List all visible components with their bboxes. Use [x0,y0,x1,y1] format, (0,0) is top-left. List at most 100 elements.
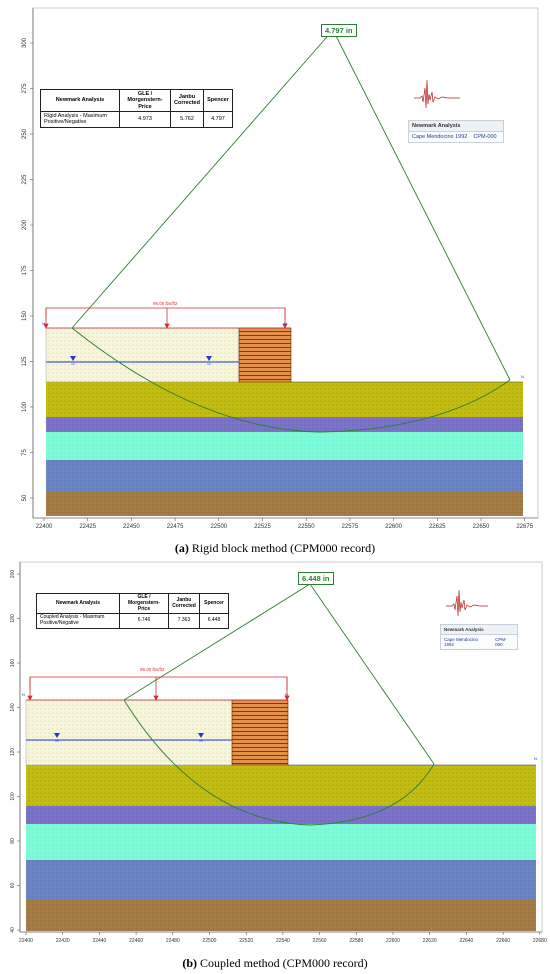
table-cell: 6.448 [199,613,229,629]
layer-blue-a [46,460,523,491]
y-tick-label: 250 [22,128,28,139]
x-tick-label: 22400 [19,938,33,944]
table-row-label: Rigid Analysis - Maximum Positive/Negati… [40,110,120,128]
x-tick-label: 22540 [276,938,290,944]
newmark-legend-a[interactable]: Newmark Analysis Cape Mendocino 1992 CPM… [408,120,504,143]
x-tick-label: 22600 [386,938,400,944]
x-tick-label: 22625 [429,524,446,530]
x-tick-label: 22500 [203,938,217,944]
x-tick-label: 22550 [298,524,315,530]
displacement-label-a[interactable]: 4.797 in [321,24,357,37]
x-tick-label: 22640 [459,938,473,944]
fill-zone-a [45,327,240,383]
layer-brown-a [46,491,523,516]
layer-blue-b [26,860,536,900]
y-tick-label: 200 [10,570,16,579]
panel-rigid-block: 50 75 100 125 150 175 200 225 250 275 300 22400 224… [22,7,539,530]
x-tick-label: 22525 [254,524,271,530]
x-axis-ticks-a: 22400 22425 22450 22475 22500 22525 22550 22575… [36,518,534,530]
y-tick-label: 60 [10,883,16,889]
x-tick-label: 22675 [516,524,533,530]
newmark-legend-title: Newmark Analysis [408,120,504,131]
layer-purple-a [46,417,523,432]
orange-block-a [238,327,292,383]
newmark-results-table-b: Newmark Analysis GLE / Morgenstern-Price… [36,592,229,629]
table-header: Spencer [199,592,229,615]
table-cell: 4.973 [119,110,171,128]
layer-olive-b [26,765,536,806]
table-cell: 6.746 [119,613,169,629]
x-tick-label: 22660 [496,938,510,944]
slip-surface-a [71,29,511,433]
svg-text:N: N [42,321,45,326]
table-header: Janbu Corrected [170,89,204,112]
y-tick-label: 150 [22,310,28,321]
x-tick-label: 22680 [533,938,547,944]
layer-cyan-a [46,432,523,460]
table-cell: 7.363 [168,613,200,629]
water-table-marker-b [54,733,204,742]
y-tick-label: 125 [22,356,28,367]
svg-text:N: N [521,374,524,379]
newmark-results-table-a: Newmark Analysis GLE / Morgenstern-Price… [40,89,233,128]
displacement-label-b[interactable]: 6.448 in [298,572,334,585]
water-table-marker-a [70,356,212,365]
y-tick-label: 75 [22,449,28,456]
fill-zone-b [25,699,233,766]
table-cell: 4.797 [202,110,233,128]
newmark-legend-b[interactable]: Newmark Analysis Cape Mendocino 1992 CPM… [440,624,518,650]
caption-text: Coupled method (CPM000 record) [200,956,368,970]
table-header: Newmark Analysis [40,89,120,112]
caption-b: (b) Coupled method (CPM000 record) [0,956,550,971]
y-tick-label: 80 [10,838,16,844]
table-header: GLE / Morgenstern-Price [119,592,169,615]
caption-a: (a) Rigid block method (CPM000 record) [0,541,550,556]
x-tick-label: 22650 [473,524,490,530]
table-header: Newmark Analysis [36,592,120,615]
layer-brown-b [26,900,536,931]
newmark-legend-title: Newmark Analysis [440,624,518,634]
caption-prefix: (a) [174,541,189,555]
x-tick-label: 22580 [349,938,363,944]
x-tick-label: 22520 [239,938,253,944]
x-tick-label: 22475 [167,524,184,530]
y-tick-label: 120 [10,748,16,757]
y-tick-label: 200 [22,219,28,230]
svg-text:N: N [22,692,25,697]
x-tick-label: 22420 [56,938,70,944]
x-tick-label: 22400 [36,524,53,530]
load-label-a: 95.00 lbs/ft2 [153,301,178,306]
y-tick-label: 100 [10,792,16,801]
record-code: CPM-000 [473,134,497,140]
layer-cyan-b [26,824,536,860]
y-tick-label: 225 [22,174,28,185]
x-tick-label: 22600 [385,524,402,530]
x-tick-label: 22575 [342,524,359,530]
caption-text: Rigid block method (CPM000 record) [191,541,376,555]
x-tick-label: 22425 [79,524,96,530]
distributed-load-a [43,307,288,329]
svg-text:N: N [284,321,287,326]
slip-surface-b [123,583,435,826]
layer-olive-a [46,382,523,417]
y-tick-label: 180 [10,614,16,623]
x-tick-label: 22460 [129,938,143,944]
y-axis-ticks-b: 40 60 80 100 120 140 160 180 200 [10,570,20,933]
table-row-label: Coupled Analysis - Maximum Positive/Nega… [36,613,120,629]
layer-purple-b [26,806,536,824]
y-axis-ticks-a: 50 75 100 125 150 175 200 225 250 275 300 [22,37,33,501]
table-header: Spencer [202,89,233,112]
y-tick-label: 50 [22,494,28,501]
x-axis-ticks-b: 22400 22420 22440 22460 22480 22500 22520 22540… [19,932,547,944]
distributed-load-b [27,676,290,701]
x-tick-label: 22440 [92,938,106,944]
y-tick-label: 160 [10,659,16,668]
table-cell: 5.762 [170,110,204,128]
svg-text:N: N [285,692,288,697]
x-tick-label: 22480 [166,938,180,944]
y-tick-label: 100 [22,401,28,412]
x-tick-label: 22560 [313,938,327,944]
x-tick-label: 22450 [123,524,140,530]
y-tick-label: 300 [22,37,28,48]
record-name: Cape Mendocino 1992 [412,134,468,140]
